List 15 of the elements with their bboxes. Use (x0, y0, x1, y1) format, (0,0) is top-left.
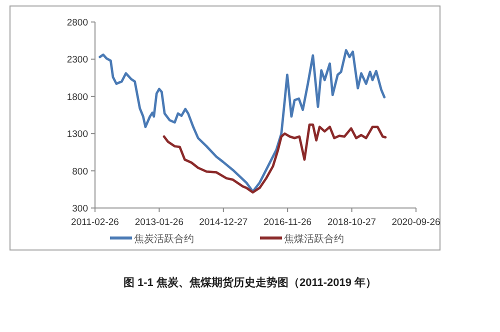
y-tick-label: 300 (72, 204, 88, 214)
y-tick-label: 2800 (66, 18, 88, 28)
x-tick-label: 2014-12-27 (199, 217, 248, 228)
x-tick-label: 2020-09-26 (392, 217, 440, 228)
y-tick-label: 1300 (66, 129, 88, 140)
x-tick-label: 2018-10-27 (327, 217, 376, 228)
x-tick-label: 2011-02-26 (71, 217, 119, 228)
legend-label: 焦煤活跃合约 (284, 233, 344, 245)
y-tick-label: 800 (72, 166, 88, 178)
y-tick-label: 2300 (66, 54, 88, 66)
caption: 图 1-1 焦炭、焦煤期货历史走势图（2011-2019 年） (123, 276, 377, 289)
x-tick-label: 2016-11-26 (264, 217, 312, 228)
legend-label: 焦炭活跃合约 (134, 233, 194, 245)
x-tick-label: 2013-01-26 (134, 217, 184, 228)
y-tick-label: 1800 (66, 92, 88, 103)
